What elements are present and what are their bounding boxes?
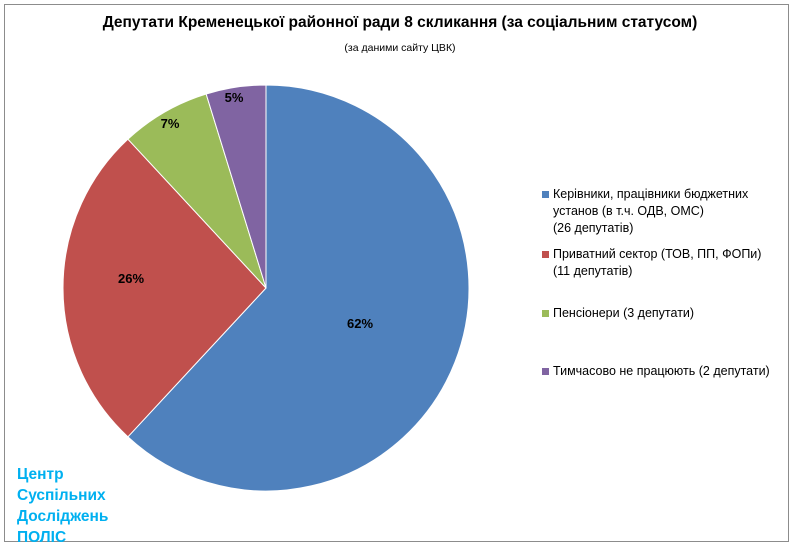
watermark-line-4: ПОЛІС <box>17 529 67 546</box>
slice-label-budget: 62% <box>347 316 373 331</box>
legend-item-unemployed: Тимчасово не працюють (2 депутати) <box>542 363 770 380</box>
legend-label-private-2: (11 депутатів) <box>553 264 633 278</box>
watermark-line-1: Центр <box>17 466 64 483</box>
legend-swatch-budget <box>542 191 549 198</box>
legend-label-pensioners: Пенсіонери (3 депутати) <box>553 306 695 320</box>
legend-label-budget-1: Керівники, працівники бюджетних <box>553 187 749 201</box>
watermark-logo: Центр Суспільних Досліджень ПОЛІС <box>17 464 108 548</box>
pie-slice-unemployed <box>205 84 267 289</box>
legend-swatch-pensioners <box>542 310 549 317</box>
legend-label-budget-3: (26 депутатів) <box>553 221 634 235</box>
legend-item-pensioners: Пенсіонери (3 депутати) <box>542 305 694 322</box>
slice-label-unemployed: 5% <box>225 90 244 105</box>
watermark-line-2: Суспільних <box>17 487 106 504</box>
legend-label-unemployed: Тимчасово не працюють (2 депутати) <box>553 364 770 378</box>
chart-subtitle: (за даними сайту ЦВК) <box>344 42 456 54</box>
legend-item-budget: Керівники, працівники бюджетних установ … <box>542 186 748 237</box>
legend-swatch-unemployed <box>542 368 549 375</box>
pie-slice-budget <box>127 84 470 492</box>
legend-item-private: Приватний сектор (ТОВ, ПП, ФОПи) (11 деп… <box>542 246 761 280</box>
chart-title: Депутати Кременецької районної ради 8 ск… <box>102 14 698 31</box>
legend-swatch-private <box>542 251 549 258</box>
watermark-line-3: Досліджень <box>17 508 109 525</box>
slice-label-private: 26% <box>118 271 144 286</box>
legend-label-private-1: Приватний сектор (ТОВ, ПП, ФОПи) <box>553 247 762 261</box>
pie-slice-private <box>62 138 267 438</box>
slice-label-pensioners: 7% <box>161 116 180 131</box>
legend-label-budget-2: установ (в т.ч. ОДВ, ОМС) <box>553 204 704 218</box>
